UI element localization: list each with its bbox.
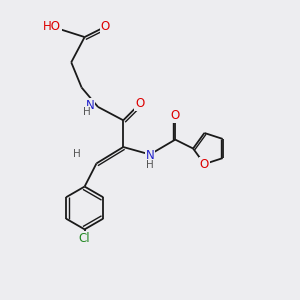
- Text: H: H: [146, 160, 154, 170]
- Text: O: O: [101, 20, 110, 33]
- Text: O: O: [135, 98, 144, 110]
- Text: Cl: Cl: [79, 232, 90, 245]
- Text: N: N: [146, 149, 154, 162]
- Text: O: O: [171, 109, 180, 122]
- Text: HO: HO: [43, 20, 61, 33]
- Text: H: H: [73, 149, 81, 160]
- Text: N: N: [86, 99, 94, 112]
- Text: O: O: [200, 158, 209, 171]
- Text: H: H: [83, 107, 91, 117]
